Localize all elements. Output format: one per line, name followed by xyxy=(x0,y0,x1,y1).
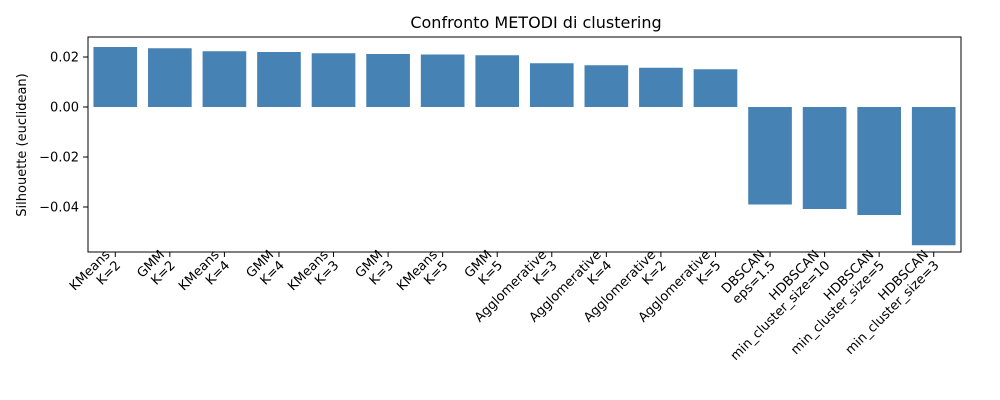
bar xyxy=(148,48,192,107)
y-tick-label: 0.00 xyxy=(50,101,79,116)
x-tick-label: GMMK=5 xyxy=(462,248,506,292)
bar xyxy=(257,52,301,107)
bar xyxy=(584,65,629,107)
bars-group xyxy=(93,47,956,246)
x-tick-label: GMMK=3 xyxy=(353,248,397,292)
bar xyxy=(857,107,901,215)
y-axis-label: Silhouette (euclidean) xyxy=(15,73,30,216)
bar xyxy=(93,47,138,107)
bar xyxy=(529,63,574,107)
y-tick-label: −0.04 xyxy=(39,201,79,216)
plot-frame xyxy=(87,36,962,253)
bar xyxy=(475,55,520,107)
bar xyxy=(420,54,465,107)
bar xyxy=(202,51,247,107)
bar xyxy=(748,107,792,205)
x-tick-label: GMMK=4 xyxy=(244,248,288,292)
x-tick-label: GMMK=2 xyxy=(134,248,178,292)
bar xyxy=(802,107,847,209)
chart-title: Confronto METODI di clustering xyxy=(410,13,661,32)
y-tick-label: −0.02 xyxy=(39,151,79,166)
bar xyxy=(366,54,410,107)
bar xyxy=(911,107,956,246)
bar xyxy=(693,69,738,107)
y-ticks-group: 0.02 0.00 −0.02 −0.04 xyxy=(39,51,88,216)
y-tick-label: 0.02 xyxy=(50,51,79,66)
bar xyxy=(639,67,683,107)
x-tick-label: HDBSCANmin_cluster_size=10 xyxy=(717,248,833,364)
bar xyxy=(311,53,356,107)
